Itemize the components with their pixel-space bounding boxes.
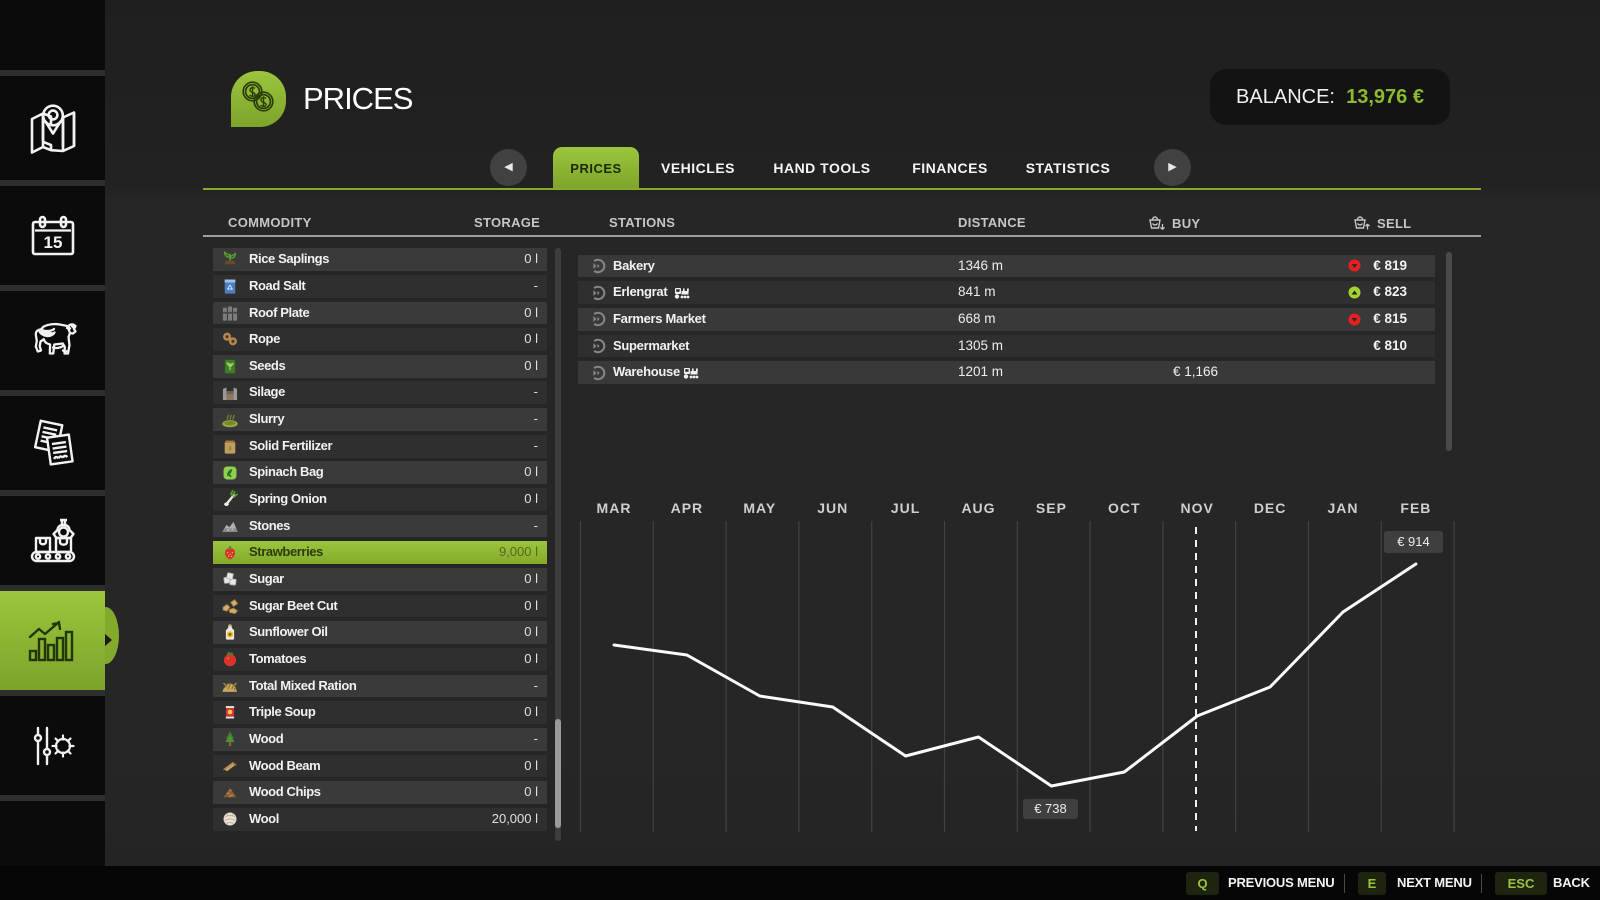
svg-text:OCT: OCT — [1108, 500, 1141, 516]
svg-text:SEP: SEP — [1036, 500, 1067, 516]
svg-text:MAR: MAR — [597, 500, 632, 516]
svg-text:JUN: JUN — [817, 500, 848, 516]
svg-text:FEB: FEB — [1400, 500, 1431, 516]
svg-text:DEC: DEC — [1254, 500, 1287, 516]
svg-text:JUL: JUL — [891, 500, 920, 516]
svg-text:AUG: AUG — [961, 500, 995, 516]
svg-text:JAN: JAN — [1327, 500, 1358, 516]
svg-text:NOV: NOV — [1181, 500, 1214, 516]
svg-text:MAY: MAY — [743, 500, 776, 516]
svg-text:APR: APR — [671, 500, 704, 516]
svg-text:15: 15 — [43, 233, 62, 252]
